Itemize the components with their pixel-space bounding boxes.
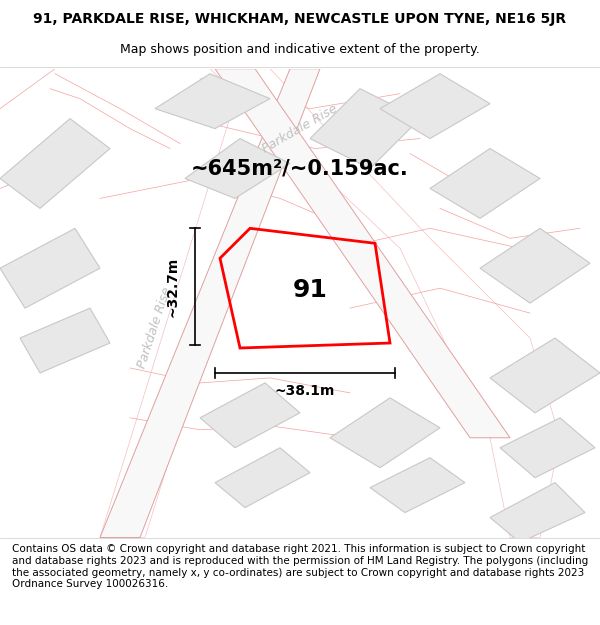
Polygon shape [155, 74, 270, 129]
Polygon shape [430, 149, 540, 218]
Polygon shape [215, 448, 310, 508]
Text: ~645m²/~0.159ac.: ~645m²/~0.159ac. [191, 159, 409, 179]
Polygon shape [370, 458, 465, 512]
Text: 91, PARKDALE RISE, WHICKHAM, NEWCASTLE UPON TYNE, NE16 5JR: 91, PARKDALE RISE, WHICKHAM, NEWCASTLE U… [34, 12, 566, 26]
Polygon shape [0, 119, 110, 208]
Polygon shape [490, 482, 585, 542]
Polygon shape [490, 338, 600, 413]
Polygon shape [380, 74, 490, 139]
Polygon shape [0, 228, 100, 308]
Text: ~32.7m: ~32.7m [166, 256, 180, 317]
Polygon shape [100, 69, 320, 538]
Polygon shape [310, 89, 420, 169]
Polygon shape [480, 228, 590, 303]
Polygon shape [200, 383, 300, 448]
Text: Parkdale Rise: Parkdale Rise [136, 286, 174, 370]
Text: ~38.1m: ~38.1m [275, 384, 335, 398]
Polygon shape [215, 69, 510, 438]
Text: Map shows position and indicative extent of the property.: Map shows position and indicative extent… [120, 43, 480, 56]
Polygon shape [100, 69, 290, 538]
Text: Parkdale Rise: Parkdale Rise [260, 102, 340, 156]
Text: Contains OS data © Crown copyright and database right 2021. This information is : Contains OS data © Crown copyright and d… [12, 544, 588, 589]
Polygon shape [210, 69, 560, 538]
Text: 91: 91 [293, 278, 328, 302]
Polygon shape [330, 398, 440, 468]
Polygon shape [20, 308, 110, 373]
Polygon shape [185, 139, 290, 198]
Polygon shape [500, 418, 595, 478]
